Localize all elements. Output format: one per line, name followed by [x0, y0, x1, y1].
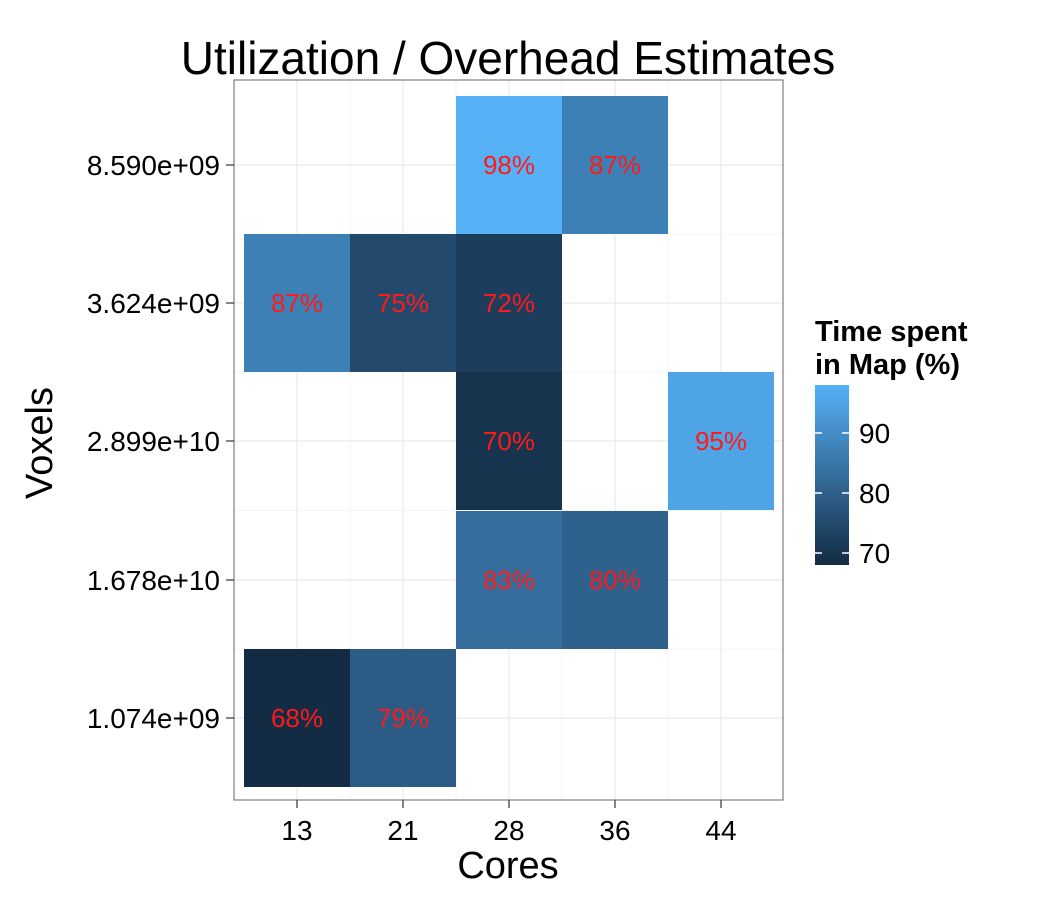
- y-axis-title: Voxels: [19, 387, 61, 499]
- heatmap-tile: [350, 649, 456, 787]
- cell-value-label: 72%: [483, 288, 535, 318]
- cell-value-label: 79%: [377, 703, 429, 733]
- cell-value-label: 87%: [589, 150, 641, 180]
- cell-value-label: 70%: [483, 426, 535, 456]
- cell-value-label: 68%: [271, 703, 323, 733]
- cell-value-label: 80%: [589, 565, 641, 595]
- y-axis: 1.074e+09 1.678e+10 2.899e+10 3.624e+09 8.59…: [87, 150, 234, 734]
- cell-value-label: 75%: [377, 288, 429, 318]
- heatmap-tile: [456, 234, 562, 372]
- legend-tick-label: 80: [859, 478, 890, 509]
- cell-value-label: 83%: [483, 565, 535, 595]
- x-tick-label: 28: [493, 815, 524, 846]
- heatmap-tile: [456, 372, 562, 510]
- legend-title: in Map (%): [815, 349, 960, 381]
- heatmap-tile: [350, 234, 456, 372]
- plot-panel: 68% 79% 83% 80% 70% 95% 87% 75% 72% 98% 87% 13 21 28 3…: [87, 79, 784, 846]
- y-tick-label: 3.624e+09: [87, 288, 220, 319]
- heatmap-cell-labels: 68% 79% 83% 80% 70% 95% 87% 75% 72% 98% 87%: [271, 150, 747, 733]
- heatmap-tile: [456, 96, 562, 234]
- cell-value-label: 87%: [271, 288, 323, 318]
- cell-value-label: 98%: [483, 150, 535, 180]
- heatmap-tile: [668, 372, 774, 510]
- x-tick-label: 21: [387, 815, 418, 846]
- y-tick-label: 1.074e+09: [87, 703, 220, 734]
- heatmap-tile: [562, 96, 668, 234]
- x-axis: 13 21 28 36 44: [281, 800, 737, 846]
- legend-tick-label: 70: [859, 538, 890, 569]
- legend-title: Time spent: [815, 316, 968, 348]
- heatmap-tile: [244, 649, 350, 787]
- x-tick-label: 13: [281, 815, 312, 846]
- y-tick-label: 2.899e+10: [87, 426, 220, 457]
- color-legend: Time spent in Map (%) 70 80 90: [815, 316, 968, 569]
- y-tick-label: 1.678e+10: [87, 565, 220, 596]
- heatmap-tile: [244, 234, 350, 372]
- cell-value-label: 95%: [695, 426, 747, 456]
- legend-colorbar: [815, 385, 849, 565]
- heatmap-tiles: [244, 96, 774, 787]
- x-tick-label: 44: [705, 815, 736, 846]
- x-tick-label: 36: [599, 815, 630, 846]
- x-axis-title: Cores: [457, 845, 558, 887]
- y-tick-label: 8.590e+09: [87, 150, 220, 181]
- chart-title: Utilization / Overhead Estimates: [181, 32, 836, 84]
- legend-tick-label: 90: [859, 418, 890, 449]
- heatmap-tile: [456, 511, 562, 649]
- heatmap-tile: [562, 511, 668, 649]
